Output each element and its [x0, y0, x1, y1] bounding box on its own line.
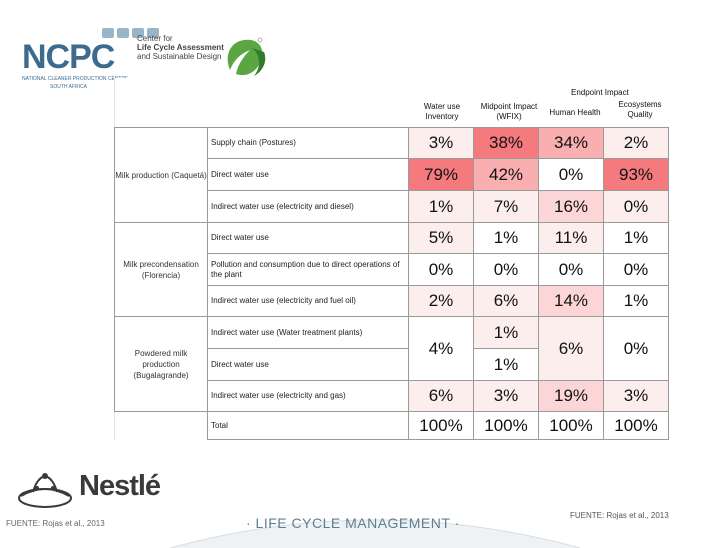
row-label: Indirect water use (electricity and gas) — [207, 380, 409, 412]
nestle-wordmark: Nestlé — [79, 470, 161, 502]
ncpc-logo: NCPC NATIONAL CLEANER PRODUCTION CENTRE … — [22, 28, 159, 92]
source-note-left: FUENTE: Rojas et al., 2013 — [6, 519, 105, 528]
table-cell: 0% — [603, 190, 669, 223]
table-row-total: Total 100% 100% 100% 100% — [115, 411, 669, 440]
endpoint-impact-label: Endpoint Impact — [571, 88, 629, 97]
column-header-ecosystems: Ecosystems Quality — [618, 100, 662, 119]
table-row: Direct water use 1% — [115, 348, 669, 381]
table-row: Indirect water use (electricity and fuel… — [115, 285, 669, 317]
table-cell: 3% — [408, 127, 474, 159]
table-row: Milk precondensation (Florencia) Direct … — [114, 222, 669, 317]
table-cell: 0% — [603, 253, 669, 286]
table-cell: 0% — [473, 253, 539, 286]
row-label: Pollution and consumption due to direct … — [207, 253, 409, 286]
row-label: Supply chain (Postures) — [207, 127, 409, 159]
table-cell: 0% — [538, 158, 604, 191]
table-cell: 100% — [408, 411, 474, 440]
center-title: Center for Life Cycle Assessment and Sus… — [137, 34, 224, 61]
table-row: Powdered milk production (Bugalagrande) … — [114, 316, 669, 412]
water-impact-table: Milk production (Caquetá) Supply chain (… — [114, 127, 669, 440]
table-cell: 2% — [408, 285, 474, 317]
ncpc-country: SOUTH AFRICA — [50, 84, 87, 90]
table-cell: 38% — [473, 127, 539, 159]
table-cell-merged: 4% — [408, 316, 474, 381]
table-cell-merged: 0% — [603, 316, 669, 381]
column-header-water-use: Water use Inventory — [423, 102, 461, 121]
table-cell: 5% — [408, 222, 474, 254]
table-cell: 0% — [408, 253, 474, 286]
table-cell: 7% — [473, 190, 539, 223]
table-row: Pollution and consumption due to direct … — [115, 253, 669, 286]
nestle-nest-icon — [18, 473, 72, 508]
table-cell: 1% — [473, 316, 539, 349]
table-cell: 79% — [408, 158, 474, 191]
table-row: Direct water use 79% 42% 0% 93% — [115, 158, 669, 191]
table-row: Milk production (Caquetá) Supply chain (… — [114, 127, 669, 223]
group-label: Milk production (Caquetá) — [114, 127, 208, 223]
table-cell: 11% — [538, 222, 604, 254]
table-cell: 19% — [538, 380, 604, 412]
table-cell: 42% — [473, 158, 539, 191]
table-cell: 6% — [408, 380, 474, 412]
table-cell: 3% — [603, 380, 669, 412]
table-cell: 14% — [538, 285, 604, 317]
row-label-total: Total — [207, 411, 409, 440]
table-cell: 34% — [538, 127, 604, 159]
table-cell-merged: 6% — [538, 316, 604, 381]
table-row: Indirect water use (electricity and dies… — [115, 190, 669, 223]
table-cell: 1% — [408, 190, 474, 223]
group-label: Milk precondensation (Florencia) — [114, 222, 208, 317]
row-label: Indirect water use (Water treatment plan… — [207, 316, 409, 349]
table-cell: 1% — [603, 222, 669, 254]
row-label: Direct water use — [207, 222, 409, 254]
table-cell: 0% — [538, 253, 604, 286]
table-cell: 6% — [473, 285, 539, 317]
table-cell: 2% — [603, 127, 669, 159]
ncpc-wordmark: NCPC — [22, 38, 115, 76]
lcm-tagline: · LIFE CYCLE MANAGEMENT · — [246, 515, 460, 531]
ncpc-subtitle: NATIONAL CLEANER PRODUCTION CENTRE — [22, 76, 129, 82]
table-cell: 100% — [538, 411, 604, 440]
ncpc-icons — [102, 28, 159, 38]
row-label: Direct water use — [207, 158, 409, 191]
row-label: Direct water use — [207, 348, 409, 381]
row-label: Indirect water use (electricity and dies… — [207, 190, 409, 223]
table-cell: 1% — [473, 222, 539, 254]
group-label: Powdered milk production (Bugalagrande) — [114, 316, 208, 412]
table-cell: 3% — [473, 380, 539, 412]
leaf-recycle-icon — [227, 37, 266, 76]
column-header-midpoint: Midpoint Impact (WFIX) — [480, 102, 538, 121]
table-cell: 1% — [473, 348, 539, 381]
column-header-human-health: Human Health — [549, 108, 601, 117]
table-cell: 93% — [603, 158, 669, 191]
table-cell: 100% — [473, 411, 539, 440]
table-cell: 100% — [603, 411, 669, 440]
nestle-logo: Nestlé — [17, 468, 167, 508]
row-label: Indirect water use (electricity and fuel… — [207, 285, 409, 317]
source-note-right: FUENTE: Rojas et al., 2013 — [570, 511, 669, 520]
table-cell: 1% — [603, 285, 669, 317]
table-cell: 16% — [538, 190, 604, 223]
